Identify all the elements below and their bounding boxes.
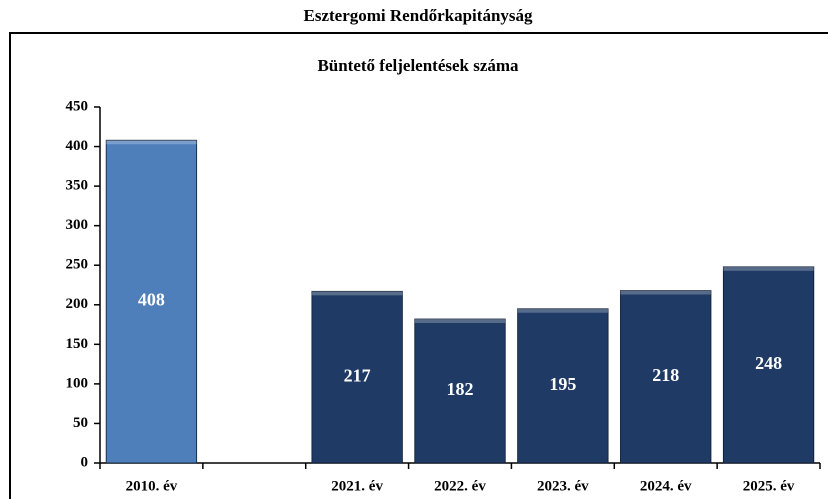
value-label: 182: [447, 379, 474, 399]
y-tick-label: 400: [66, 138, 89, 154]
value-label: 217: [344, 365, 371, 385]
bar-shine: [517, 308, 609, 313]
value-label: 218: [652, 365, 679, 385]
x-tick-label: 2023. év: [537, 478, 589, 494]
bar: [311, 290, 403, 464]
x-tick-label: 2022. év: [434, 478, 486, 494]
x-tick-label: 2021. év: [331, 478, 383, 494]
bar: [722, 266, 815, 464]
y-tick-label: 250: [66, 257, 89, 273]
x-tick-label: 2010. év: [126, 478, 178, 494]
x-tick-label: 2024. év: [640, 478, 692, 494]
bar-shine: [106, 140, 197, 145]
bar-shine: [414, 319, 506, 324]
value-label: 248: [755, 353, 782, 373]
y-tick-label: 50: [73, 415, 88, 431]
y-tick-label: 100: [66, 375, 89, 391]
value-label: 408: [138, 290, 165, 310]
x-tick-label: 2025. év: [743, 478, 795, 494]
y-tick-label: 0: [81, 454, 89, 470]
y-tick-label: 150: [66, 336, 89, 352]
bar: [414, 318, 506, 464]
y-tick-label: 350: [66, 178, 89, 194]
bar-shine: [723, 266, 814, 271]
bar-shine: [311, 291, 403, 296]
y-tick-label: 300: [66, 217, 89, 233]
y-tick-label: 200: [66, 296, 89, 312]
bar-shine: [620, 290, 711, 295]
bar: [105, 139, 198, 464]
chart-subtitle: Büntető feljelentések száma: [317, 56, 519, 75]
value-label: 195: [549, 374, 576, 394]
chart-title: Esztergomi Rendőrkapitányság: [303, 6, 533, 25]
bar: [620, 290, 712, 464]
bar: [517, 308, 609, 464]
y-tick-label: 450: [66, 98, 89, 114]
